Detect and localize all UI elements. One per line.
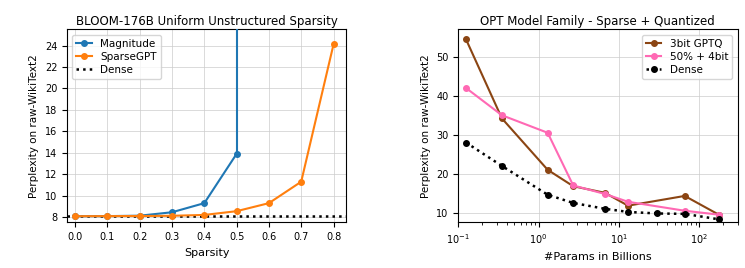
SparseGPT [232,210,241,213]
Magnitude [232,152,241,155]
Line: 50% + 4bit: 50% + 4bit [463,85,721,217]
Legend: 3bit GPTQ, 50% + 4bit, Dense: 3bit GPTQ, 50% + 4bit, Dense [641,35,732,79]
Dense [600,207,609,210]
Dense [568,201,577,204]
X-axis label: #Params in Billions: #Params in Billions [544,251,652,262]
Line: Magnitude: Magnitude [72,151,239,219]
Magnitude [136,214,145,217]
50% + 4bit [543,131,552,134]
SparseGPT [297,180,305,183]
Dense [680,212,689,215]
SparseGPT [264,202,273,205]
SparseGPT [136,214,145,218]
Dense [714,218,723,221]
Magnitude [168,211,177,214]
Legend: Magnitude, SparseGPT, Dense: Magnitude, SparseGPT, Dense [72,35,161,79]
3bit GPTQ [714,213,723,216]
3bit GPTQ [461,38,470,41]
3bit GPTQ [680,194,689,198]
Dense [461,141,470,144]
50% + 4bit [714,213,723,216]
Title: OPT Model Family - Sparse + Quantized: OPT Model Family - Sparse + Quantized [481,15,715,28]
50% + 4bit [461,86,470,90]
50% + 4bit [600,192,609,196]
Magnitude [103,214,112,218]
Magnitude [71,215,80,218]
Title: BLOOM-176B Uniform Unstructured Sparsity: BLOOM-176B Uniform Unstructured Sparsity [76,15,337,28]
Y-axis label: Perplexity on raw-WikiText2: Perplexity on raw-WikiText2 [420,54,431,198]
SparseGPT [71,215,80,218]
50% + 4bit [498,114,507,117]
Line: SparseGPT: SparseGPT [72,42,336,219]
3bit GPTQ [498,117,507,120]
SparseGPT [103,214,112,218]
Magnitude [200,202,209,205]
SparseGPT [200,213,209,217]
Line: 3bit GPTQ: 3bit GPTQ [463,36,721,217]
3bit GPTQ [600,191,609,194]
50% + 4bit [680,209,689,212]
SparseGPT [329,43,338,46]
3bit GPTQ [543,168,552,172]
SparseGPT [168,214,177,217]
Dense [624,210,633,214]
50% + 4bit [624,200,633,203]
Dense [543,193,552,196]
Line: Dense: Dense [463,140,721,222]
3bit GPTQ [568,185,577,188]
Y-axis label: Perplexity on raw-WikiText2: Perplexity on raw-WikiText2 [29,54,39,198]
50% + 4bit [568,184,577,187]
Dense [498,164,507,168]
Dense [653,212,662,215]
3bit GPTQ [624,204,633,207]
X-axis label: Sparsity: Sparsity [184,248,229,258]
